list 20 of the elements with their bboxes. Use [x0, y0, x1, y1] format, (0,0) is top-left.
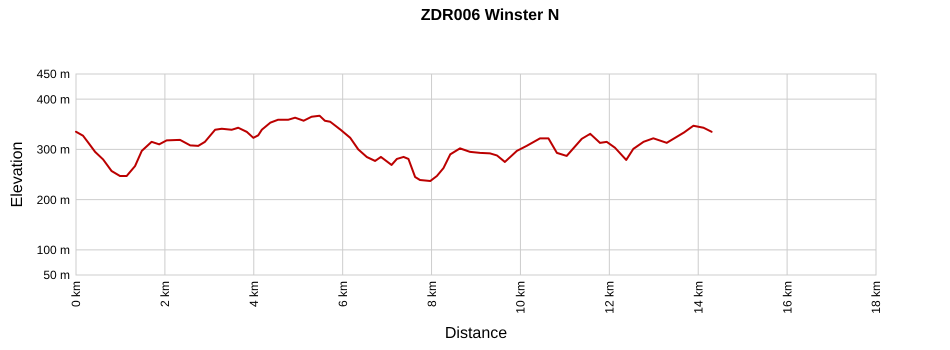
x-tick-label: 2 km	[158, 281, 172, 308]
x-tick-label: 18 km	[869, 281, 884, 314]
x-tick-label: 8 km	[424, 281, 439, 308]
line-series	[75, 114, 713, 182]
x-tick-label: 6 km	[336, 281, 350, 308]
y-tick-label: 300 m	[36, 142, 70, 157]
y-axis-title: Elevation	[9, 142, 26, 208]
chart-title: ZDR006 Winster N	[420, 7, 560, 24]
x-axis-title: Distance	[444, 325, 508, 342]
x-tick-label: 14 km	[691, 281, 706, 314]
x-tick-label: 10 km	[514, 281, 528, 314]
y-tick-label: 100 m	[36, 243, 70, 258]
y-tick-label: 50 m	[43, 268, 70, 282]
x-tick-label: 4 km	[246, 281, 261, 308]
y-tick-label: 450 m	[36, 67, 70, 82]
x-tick-label: 12 km	[602, 281, 617, 314]
x-tick-label: 16 km	[780, 281, 794, 314]
y-tick-label: 400 m	[36, 92, 70, 106]
x-tick-label: 0 km	[69, 281, 84, 308]
y-tick-label: 200 m	[36, 192, 70, 207]
